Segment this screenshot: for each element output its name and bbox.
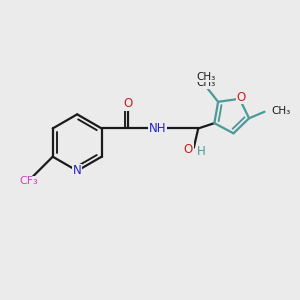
Text: O: O xyxy=(124,97,133,110)
Text: O: O xyxy=(236,91,246,104)
Text: N: N xyxy=(73,164,82,177)
Text: CF₃: CF₃ xyxy=(20,176,38,186)
Text: CH₃: CH₃ xyxy=(271,106,290,116)
Text: O: O xyxy=(184,143,193,156)
Text: CH₃: CH₃ xyxy=(196,78,216,88)
Text: NH: NH xyxy=(148,122,166,135)
Text: CH₃: CH₃ xyxy=(196,72,216,82)
Text: H: H xyxy=(197,145,206,158)
